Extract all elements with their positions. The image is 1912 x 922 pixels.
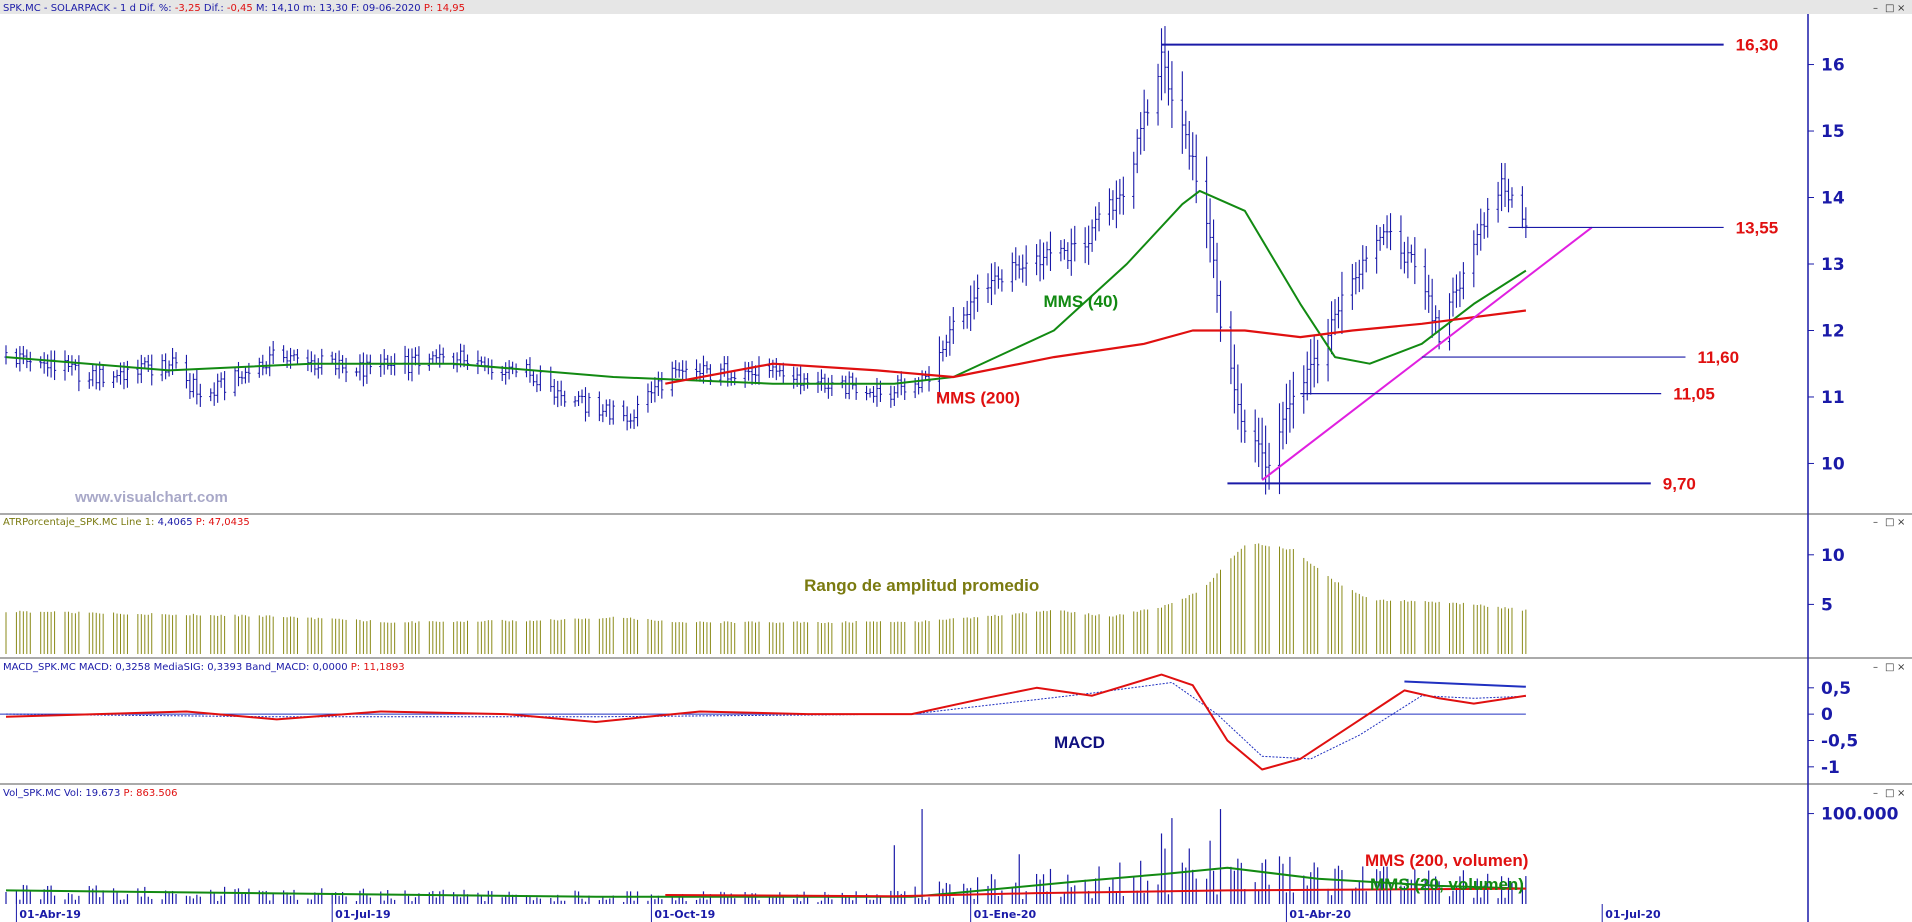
header-segment: SPK.MC - SOLARPACK - 1 d Dif. %: [3, 3, 175, 14]
date-tick-label: 01-Oct-19 [654, 908, 715, 921]
header-segment: Vol_SPK.MC Vol: 19.673 [3, 788, 124, 799]
sma40-label: MMS (40) [1044, 292, 1119, 311]
header-segment: M: 14,10 m: 13,30 F: 09-06-2020 [253, 3, 424, 14]
close-icon[interactable]: × [1897, 662, 1905, 673]
volume-header: Vol_SPK.MC Vol: 19.673 P: 863.506 [3, 788, 177, 799]
header-segment: P: 47,0435 [193, 517, 250, 528]
price-axis-tick-label: 11 [1821, 388, 1845, 408]
price-axis-tick-label: 16 [1821, 56, 1845, 76]
header-segment: -0,45 [227, 3, 253, 14]
maximize-icon[interactable]: □ [1885, 788, 1894, 799]
price-header-bar [0, 0, 1912, 14]
minimize-icon[interactable]: – [1873, 788, 1878, 799]
level-label: 13,55 [1736, 218, 1779, 237]
macd-axis-tick-label: 0,5 [1821, 679, 1851, 699]
volume-sma200-label: MMS (200, volumen) [1365, 851, 1528, 870]
volume-sma20-line [5, 866, 1526, 898]
macd-axis-tick-label: 0 [1821, 705, 1833, 725]
volume-axis-tick-label: 100.000 [1821, 805, 1899, 825]
atr-title: Rango de amplitud promedio [804, 576, 1039, 595]
close-icon[interactable]: × [1897, 517, 1905, 528]
header-segment: Dif.: [201, 3, 227, 14]
sma200-line [665, 309, 1527, 385]
date-tick-label: 01-Jul-19 [335, 908, 390, 921]
macd-divergence-line [1404, 680, 1526, 688]
atr-axis-tick-label: 10 [1821, 546, 1845, 566]
macd-axis-tick-label: -0,5 [1821, 731, 1858, 751]
atr-header: ATRPorcentaje_SPK.MC Line 1: 4,4065 P: 4… [3, 517, 250, 528]
price-axis-tick-label: 13 [1821, 255, 1845, 275]
sma40-line [5, 189, 1527, 385]
header-segment: -3,25 [175, 3, 201, 14]
maximize-icon[interactable]: □ [1885, 662, 1894, 673]
price-axis-tick-label: 14 [1821, 189, 1845, 209]
minimize-icon[interactable]: – [1873, 517, 1878, 528]
header-segment: MACD_SPK.MC MACD: 0,3258 MediaSIG: 0,339… [3, 662, 351, 673]
price-axis-tick-label: 10 [1821, 454, 1845, 474]
header-segment: 4,4065 [158, 517, 193, 528]
volume-sma20-label: MMS (20, volumen) [1370, 875, 1524, 894]
atr-axis-tick-label: 5 [1821, 595, 1833, 615]
header-segment: P: 11,1893 [351, 662, 405, 673]
macd-line [5, 673, 1527, 771]
minimize-icon[interactable]: – [1873, 3, 1878, 14]
level-label: 9,70 [1663, 474, 1696, 493]
watermark: www.visualchart.com [74, 489, 228, 506]
sma200-label: MMS (200) [936, 389, 1020, 408]
volume-sma200-line [665, 887, 1526, 898]
maximize-icon[interactable]: □ [1885, 517, 1894, 528]
macd-title: MACD [1054, 733, 1105, 752]
header-segment: ATRPorcentaje_SPK.MC Line 1: [3, 517, 158, 528]
date-tick-label: 01-Ene-20 [974, 908, 1037, 921]
date-tick-label: 01-Jul-20 [1605, 908, 1661, 921]
date-tick-label: 01-Abr-20 [1289, 908, 1351, 921]
minimize-icon[interactable]: – [1873, 662, 1878, 673]
macd-signal-line [5, 682, 1526, 760]
level-label: 11,05 [1673, 385, 1715, 404]
price-axis-tick-label: 12 [1821, 321, 1845, 341]
macd-axis-tick-label: -1 [1821, 758, 1840, 778]
header-segment: P: 863.506 [124, 788, 178, 799]
date-tick-label: 01-Abr-19 [19, 908, 81, 921]
close-icon[interactable]: × [1897, 3, 1905, 14]
price-header: SPK.MC - SOLARPACK - 1 d Dif. %: -3,25 D… [3, 3, 465, 14]
price-axis-tick-label: 15 [1821, 122, 1845, 142]
close-icon[interactable]: × [1897, 788, 1905, 799]
maximize-icon[interactable]: □ [1885, 3, 1894, 14]
level-label: 11,60 [1697, 348, 1739, 367]
macd-header: MACD_SPK.MC MACD: 0,3258 MediaSIG: 0,339… [3, 662, 405, 673]
atr-header-bar [0, 514, 1912, 528]
level-label: 16,30 [1736, 36, 1779, 55]
trendline [1261, 226, 1593, 481]
header-segment: P: 14,95 [424, 3, 465, 14]
